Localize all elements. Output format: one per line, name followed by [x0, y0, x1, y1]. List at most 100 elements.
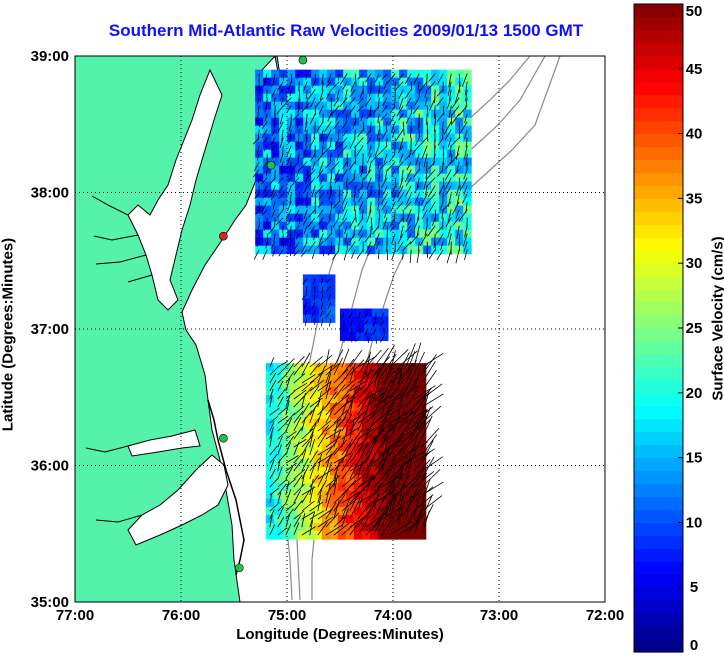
- velocity-vector: [311, 249, 316, 259]
- velocity-vector: [341, 453, 354, 472]
- velocity-vector: [309, 372, 324, 384]
- velocity-vector: [309, 431, 314, 448]
- velocity-cell: [265, 435, 275, 444]
- velocity-vector: [381, 406, 390, 432]
- velocity-vector: [263, 225, 268, 231]
- velocity-vector: [269, 372, 277, 384]
- velocity-cell: [377, 411, 387, 420]
- velocity-vector: [325, 391, 337, 408]
- velocity-vector: [285, 514, 291, 528]
- velocity-vector: [257, 97, 260, 105]
- velocity-vector: [317, 365, 326, 384]
- velocity-vector: [421, 209, 428, 220]
- velocity-vector: [389, 494, 398, 520]
- x-tick-label: 76:00: [162, 607, 200, 624]
- velocity-cell: [393, 491, 403, 500]
- velocity-cell: [345, 475, 355, 484]
- velocity-vector: [365, 519, 382, 536]
- velocity-vector: [341, 394, 360, 408]
- velocity-vector: [399, 137, 404, 151]
- velocity-vector: [397, 193, 404, 203]
- velocity-cell: [329, 371, 339, 380]
- velocity-vector: [456, 225, 460, 240]
- velocity-cell: [305, 499, 315, 508]
- velocity-vector: [357, 411, 367, 432]
- velocity-cell: [385, 467, 395, 476]
- velocity-cell: [409, 403, 419, 412]
- velocity-vector: [327, 113, 332, 122]
- velocity-vector: [287, 137, 292, 144]
- velocity-vector: [301, 512, 306, 528]
- velocity-cell: [321, 515, 331, 524]
- velocity-cell: [369, 395, 379, 404]
- velocity-vector: [329, 153, 332, 162]
- velocity-cell: [377, 499, 387, 508]
- velocity-cell: [345, 507, 355, 516]
- velocity-vector: [288, 81, 292, 90]
- velocity-vector: [397, 462, 405, 488]
- velocity-cell: [401, 515, 411, 524]
- velocity-vector: [365, 473, 373, 496]
- velocity-vector: [309, 519, 314, 536]
- velocity-cell: [377, 475, 387, 484]
- velocity-vector: [304, 310, 308, 317]
- velocity-vector: [288, 217, 292, 225]
- velocity-vector: [333, 429, 342, 448]
- velocity-vector: [464, 225, 468, 238]
- velocity-vector: [320, 318, 324, 327]
- velocity-vector: [415, 153, 420, 166]
- velocity-vector: [316, 121, 324, 132]
- velocity-vector: [382, 129, 388, 139]
- velocity-vector: [269, 379, 277, 392]
- velocity-vector: [308, 209, 316, 218]
- velocity-vector: [269, 514, 273, 528]
- velocity-vector: [354, 209, 357, 223]
- velocity-vector: [464, 113, 468, 123]
- velocity-vector: [389, 433, 405, 456]
- velocity-vector: [317, 209, 324, 218]
- velocity-vector: [413, 419, 431, 440]
- velocity-vector: [405, 385, 421, 408]
- velocity-vector: [325, 365, 333, 384]
- velocity-cell: [417, 531, 427, 540]
- velocity-vector: [382, 217, 388, 230]
- velocity-vector: [342, 81, 348, 90]
- x-tick-label: 72:00: [586, 607, 624, 624]
- velocity-vector: [357, 368, 367, 392]
- velocity-cell: [337, 419, 347, 428]
- velocity-vector: [341, 105, 348, 114]
- velocity-vector: [437, 73, 444, 84]
- velocity-cell: [305, 459, 315, 468]
- velocity-vector: [416, 249, 420, 264]
- velocity-vector: [421, 370, 437, 392]
- velocity-vector: [333, 97, 340, 107]
- velocity-vector: [330, 137, 332, 147]
- velocity-vector: [365, 361, 374, 384]
- velocity-cell: [321, 403, 331, 412]
- velocity-vector: [296, 73, 300, 80]
- velocity-vector: [277, 396, 284, 408]
- colorbar-tick-label: 5: [690, 579, 698, 596]
- velocity-vector: [349, 383, 367, 400]
- velocity-cell: [409, 491, 419, 500]
- velocity-vector: [423, 153, 428, 168]
- velocity-vector: [338, 193, 341, 203]
- velocity-vector: [442, 105, 445, 116]
- velocity-vector: [345, 113, 348, 121]
- velocity-vector: [444, 129, 452, 141]
- velocity-vector: [278, 89, 284, 95]
- velocity-vector: [328, 193, 332, 201]
- velocity-vector: [365, 97, 372, 107]
- velocity-vector: [389, 378, 405, 400]
- velocity-cell: [289, 459, 299, 468]
- velocity-vector: [332, 217, 340, 228]
- velocity-vector: [397, 365, 403, 392]
- velocity-vector: [357, 431, 376, 448]
- velocity-vector: [293, 225, 300, 233]
- velocity-cell: [281, 475, 291, 484]
- velocity-cell: [353, 459, 363, 468]
- velocity-vector: [378, 145, 388, 155]
- velocity-vector: [402, 241, 412, 251]
- velocity-vector: [414, 137, 420, 147]
- velocity-cell: [305, 395, 315, 404]
